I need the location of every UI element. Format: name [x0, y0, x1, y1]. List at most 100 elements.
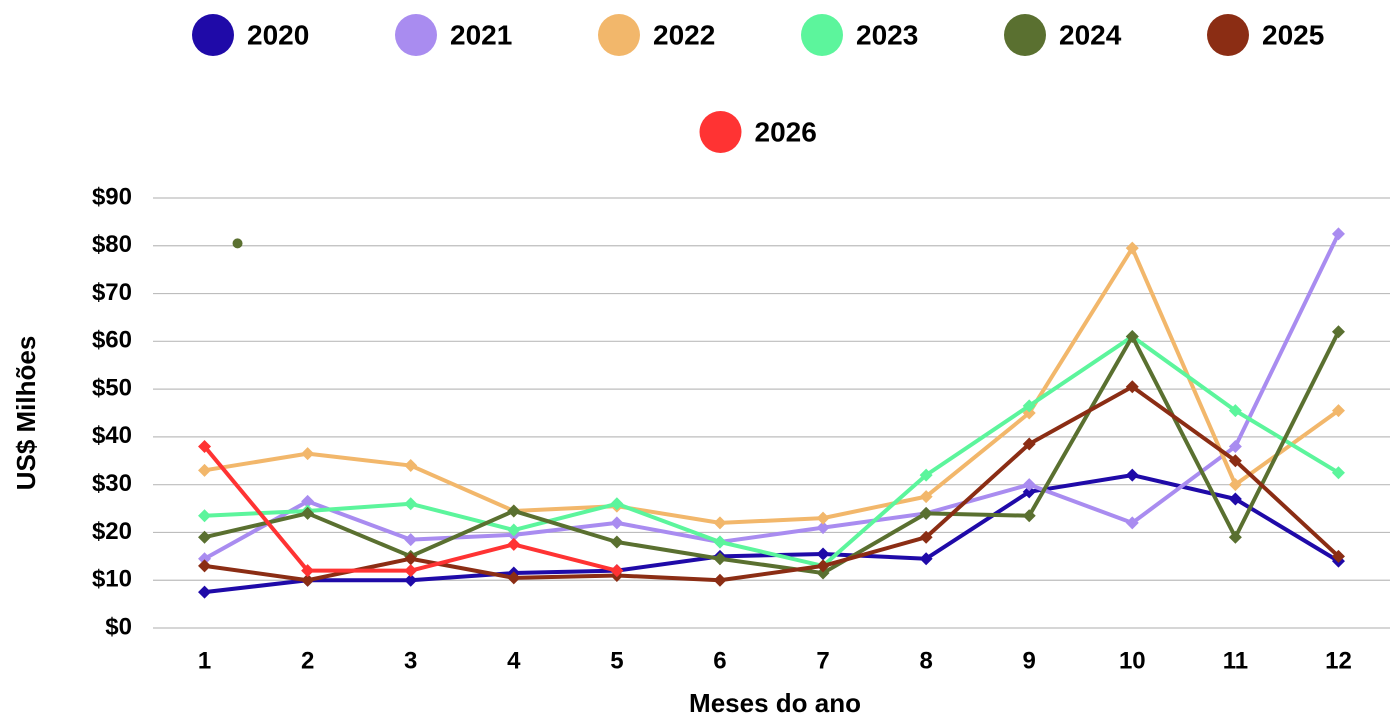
- legend-swatch: [699, 111, 742, 153]
- point-marker: [1022, 509, 1036, 523]
- legend-swatch: [1207, 14, 1249, 56]
- legend-swatch: [395, 14, 437, 56]
- legend-label: 2026: [755, 116, 817, 147]
- point-marker: [816, 521, 830, 535]
- point-marker: [713, 535, 727, 549]
- point-marker: [1125, 516, 1139, 530]
- point-marker: [507, 571, 521, 585]
- point-marker: [1228, 530, 1242, 544]
- y-tick-label: $90: [92, 183, 132, 210]
- y-tick-label: $30: [92, 470, 132, 497]
- legend-swatch: [801, 14, 843, 56]
- point-marker: [301, 447, 315, 461]
- point-marker: [919, 552, 933, 566]
- point-marker: [1331, 227, 1345, 241]
- legend-label: 2025: [1262, 19, 1324, 50]
- point-marker: [713, 573, 727, 587]
- series-line: [204, 334, 1340, 568]
- point-marker: [610, 516, 624, 530]
- point-marker: [1228, 454, 1242, 468]
- point-marker: [919, 506, 933, 520]
- legend-label: 2022: [653, 19, 715, 50]
- point-marker: [1228, 492, 1242, 506]
- point-marker: [1125, 241, 1139, 255]
- point-marker: [1331, 466, 1345, 480]
- point-marker: [1331, 404, 1345, 418]
- point-marker: [198, 552, 212, 566]
- y-tick-label: $80: [92, 231, 132, 258]
- legend-swatch: [1004, 14, 1046, 56]
- y-tick-label: $0: [105, 613, 132, 640]
- legend-label: 2021: [450, 19, 512, 50]
- point-marker: [198, 439, 212, 453]
- point-marker: [1022, 478, 1036, 492]
- point-marker: [1125, 330, 1139, 344]
- y-tick-label: $60: [92, 327, 132, 354]
- point-marker: [816, 511, 830, 525]
- point-marker: [713, 516, 727, 530]
- point-marker: [404, 459, 418, 473]
- series-line: [204, 246, 1340, 525]
- point-marker: [404, 564, 418, 578]
- point-marker: [507, 523, 521, 537]
- point-marker: [301, 494, 315, 508]
- point-marker: [919, 530, 933, 544]
- x-tick-label: 9: [1023, 647, 1036, 674]
- y-tick-label: $50: [92, 374, 132, 401]
- point-marker: [1125, 468, 1139, 482]
- point-marker: [404, 497, 418, 511]
- point-marker: [713, 552, 727, 566]
- point-marker: [301, 564, 315, 578]
- point-marker: [404, 552, 418, 566]
- point-marker: [507, 504, 521, 518]
- point-marker: [198, 559, 212, 573]
- x-tick-label: 8: [919, 647, 932, 674]
- point-marker: [198, 530, 212, 544]
- point-marker: [198, 585, 212, 599]
- series-line: [204, 330, 1341, 576]
- legend-label: 2024: [1059, 19, 1122, 50]
- x-tick-label: 11: [1223, 647, 1248, 674]
- point-marker: [816, 566, 830, 580]
- x-tick-label: 6: [713, 647, 726, 674]
- point-marker: [404, 573, 418, 587]
- x-tick-label: 1: [198, 647, 211, 674]
- point-marker: [1022, 437, 1036, 451]
- x-axis-title: Meses do ano: [689, 688, 861, 718]
- point-marker: [816, 547, 830, 561]
- point-marker: [919, 468, 933, 482]
- legend-label: 2020: [247, 19, 309, 50]
- legend-swatch: [192, 14, 234, 56]
- point-marker: [507, 537, 521, 551]
- point-marker: [301, 506, 315, 520]
- point-marker: [610, 564, 624, 578]
- x-tick-label: 12: [1325, 647, 1352, 674]
- point-marker: [610, 497, 624, 511]
- point-marker: [198, 463, 212, 477]
- series-line: [204, 384, 1340, 583]
- point-marker: [232, 238, 243, 249]
- y-tick-label: $40: [92, 422, 132, 449]
- x-tick-label: 10: [1119, 647, 1146, 674]
- point-marker: [1228, 439, 1242, 453]
- point-marker: [1022, 399, 1036, 413]
- y-tick-label: $10: [92, 566, 132, 593]
- point-marker: [1331, 549, 1345, 563]
- x-tick-label: 3: [404, 647, 417, 674]
- point-marker: [1228, 478, 1242, 492]
- y-tick-label: $70: [92, 279, 132, 306]
- point-marker: [919, 490, 933, 504]
- x-tick-label: 7: [816, 647, 829, 674]
- y-tick-label: $20: [92, 518, 132, 545]
- series-line: [203, 232, 1341, 561]
- x-tick-label: 5: [610, 647, 623, 674]
- point-marker: [610, 535, 624, 549]
- point-marker: [1331, 325, 1345, 339]
- legend-swatch: [598, 14, 640, 56]
- point-marker: [301, 573, 315, 587]
- point-marker: [404, 533, 418, 547]
- point-marker: [816, 559, 830, 573]
- point-marker: [1228, 404, 1242, 418]
- x-tick-label: 2: [301, 647, 314, 674]
